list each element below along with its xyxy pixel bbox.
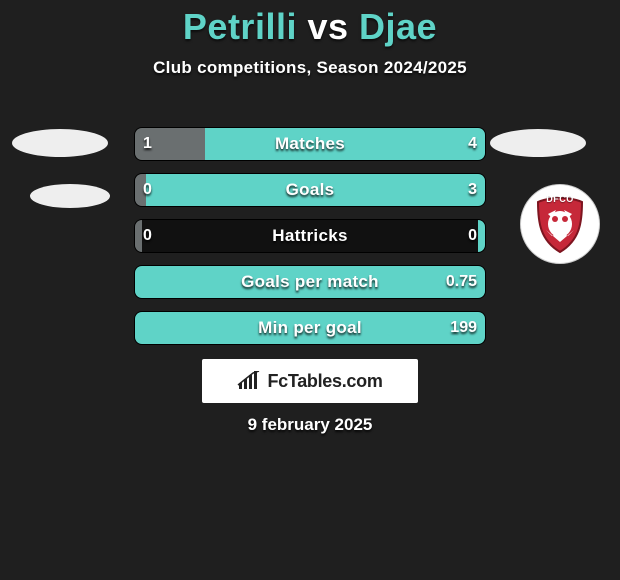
barchart-icon	[237, 371, 261, 391]
stat-row: Goals0 3	[135, 174, 485, 206]
side-deco-ellipse-1	[12, 129, 108, 157]
stat-bars: Matches14Goals03Hattricks00Goals per mat…	[135, 128, 485, 358]
stat-value-left: 1	[143, 128, 152, 160]
stat-label: Matches	[135, 128, 485, 160]
stat-row: Goals per match0.75	[135, 266, 485, 298]
stat-value-right: 199	[450, 312, 477, 344]
stat-value-left: 0	[143, 174, 152, 206]
stat-label: Goals per match	[135, 266, 485, 298]
source-badge-text: FcTables.com	[267, 371, 382, 392]
source-badge: FcTables.com	[202, 359, 418, 403]
stat-value-right: 3	[468, 174, 477, 206]
stat-label: Min per goal	[135, 312, 485, 344]
page-title: Petrilli vs Djae	[0, 6, 620, 48]
vs-word: vs	[307, 6, 348, 47]
stat-value-right: 0	[468, 220, 477, 252]
subtitle: Club competitions, Season 2024/2025	[0, 58, 620, 78]
stat-value-right: 4	[468, 128, 477, 160]
player2-name: Djae	[359, 6, 437, 47]
stat-value-right: 0.75	[446, 266, 477, 298]
stat-label: Hattricks	[135, 220, 485, 252]
stat-row: Min per goal199	[135, 312, 485, 344]
infographic-root: Petrilli vs Djae Club competitions, Seas…	[0, 6, 620, 580]
date-text: 9 february 2025	[0, 415, 620, 435]
stat-value-left: 0	[143, 220, 152, 252]
side-deco-ellipse-right	[490, 129, 586, 157]
club-badge-text: DFCO	[546, 194, 574, 204]
side-deco-ellipse-2	[30, 184, 110, 208]
stat-row: Hattricks0 0	[135, 220, 485, 252]
player2-club-badge: DFCO	[520, 184, 600, 264]
player1-name: Petrilli	[183, 6, 297, 47]
stat-row: Matches1 4	[135, 128, 485, 160]
stat-label: Goals	[135, 174, 485, 206]
